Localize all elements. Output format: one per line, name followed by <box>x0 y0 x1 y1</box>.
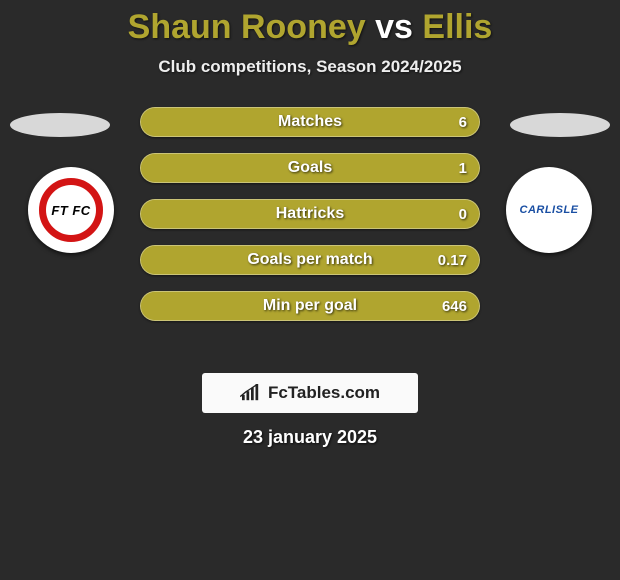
player2-name: Ellis <box>422 8 492 46</box>
chart-icon <box>240 384 262 402</box>
stat-label: Goals per match <box>141 251 479 269</box>
stat-bars: Matches6Goals1Hattricks0Goals per match0… <box>140 107 480 337</box>
brand-badge[interactable]: FcTables.com <box>202 373 418 413</box>
player1-shadow <box>10 113 110 137</box>
comparison-stage: FT FC CARLISLE Matches6 Goals1 Hattricks0 G… <box>0 107 620 367</box>
player2-shadow <box>510 113 610 137</box>
stat-value-right: 0.17 <box>438 252 467 269</box>
stat-value-right: 0 <box>459 206 467 223</box>
stat-value-right: 6 <box>459 114 467 131</box>
stat-label: Matches <box>141 113 479 131</box>
crest-left-ring: FT FC <box>35 174 107 246</box>
stat-label: Goals <box>141 159 479 177</box>
stat-bar: Goals per match0.17 <box>140 245 480 275</box>
stat-bar: Matches6 <box>140 107 480 137</box>
snapshot-date: 23 january 2025 <box>0 427 620 448</box>
crest-right-label: CARLISLE <box>520 204 579 216</box>
stat-label: Hattricks <box>141 205 479 223</box>
stat-value-right: 646 <box>442 298 467 315</box>
player1-club-crest: FT FC <box>28 167 114 253</box>
crest-left-label: FT FC <box>46 185 96 235</box>
stat-bar: Min per goal646 <box>140 291 480 321</box>
stat-bar: Goals1 <box>140 153 480 183</box>
player2-club-crest: CARLISLE <box>506 167 592 253</box>
crest-right-ring: CARLISLE <box>513 174 585 246</box>
subtitle: Club competitions, Season 2024/2025 <box>0 57 620 77</box>
player1-name: Shaun Rooney <box>128 8 366 46</box>
stat-value-right: 1 <box>459 160 467 177</box>
stat-bar: Hattricks0 <box>140 199 480 229</box>
comparison-title: Shaun Rooney vs Ellis <box>0 0 620 47</box>
vs-separator: vs <box>375 8 413 46</box>
stat-label: Min per goal <box>141 297 479 315</box>
brand-text: FcTables.com <box>268 383 380 403</box>
